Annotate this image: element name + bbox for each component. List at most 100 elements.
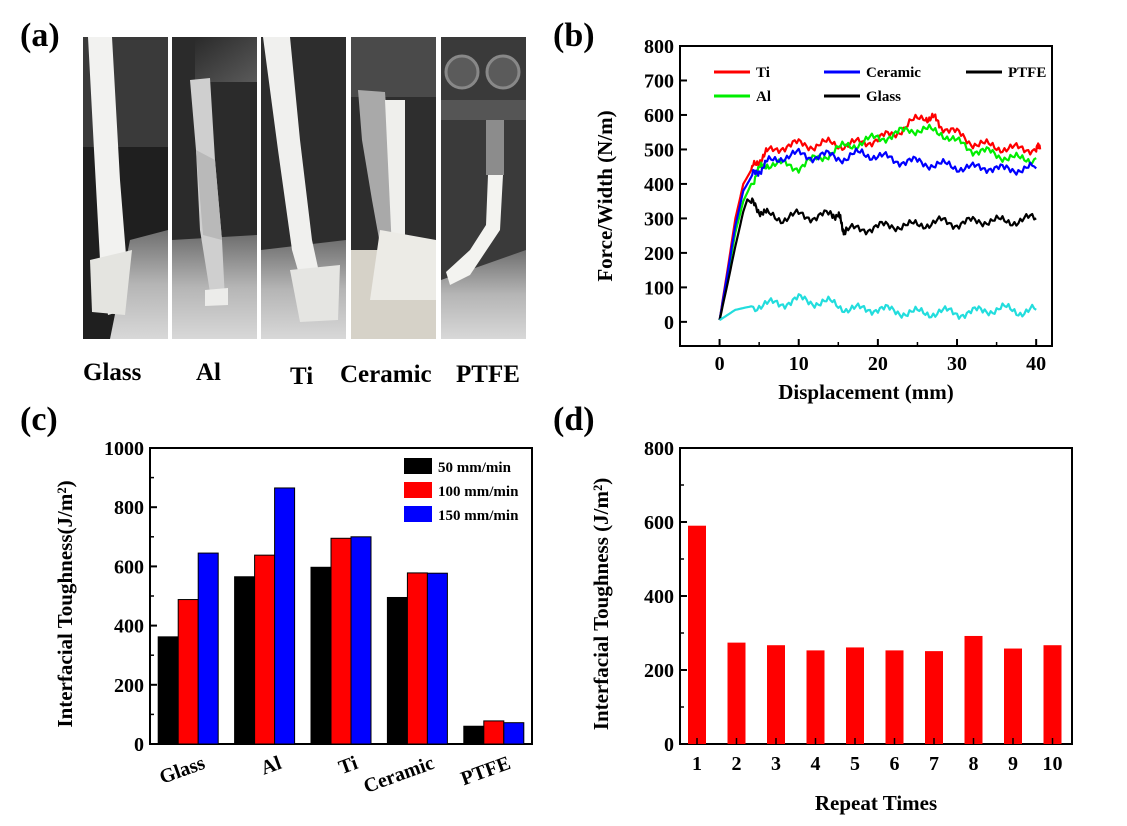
bar-repeat-8: [964, 635, 983, 744]
y-tick-label: 200: [114, 675, 144, 697]
x-tick-label: 6: [890, 753, 900, 775]
bar-ptfe-2: [503, 722, 525, 745]
y-tick-label: 300: [644, 208, 674, 230]
y-tick-label: 800: [114, 497, 144, 519]
bar-repeat-5: [846, 647, 864, 744]
photo-ceramic: [351, 37, 436, 339]
legend-label: 50 mm/min: [438, 460, 512, 476]
bar-glass-2: [197, 552, 219, 745]
caption-ceramic: Ceramic: [340, 361, 432, 388]
legend-swatch: [404, 506, 432, 522]
bar-glass-1: [177, 599, 199, 745]
legend-label: Ceramic: [866, 65, 921, 81]
bar-ti-2: [350, 536, 372, 745]
y-tick-label: 400: [114, 616, 144, 638]
photo-al: [172, 37, 257, 339]
toughness-repeat-chart: 1 2 3 4 5 6 7 8 9 10 0 200 400 600 800 Repeat Times Inte…: [589, 438, 1073, 815]
bar-repeat-10: [1043, 645, 1062, 744]
x-tick-label: 20: [868, 353, 888, 375]
y-tick-label: 0: [134, 734, 144, 756]
bar-repeat-9: [1004, 648, 1022, 744]
bar-ptfe-1: [483, 720, 505, 745]
bar-repeat-7: [925, 651, 943, 744]
y-tick-label: 600: [644, 105, 674, 127]
x-tick-label: Ti: [336, 752, 361, 779]
x-tick-label: 0: [715, 353, 725, 375]
bar-ti-0: [310, 566, 332, 745]
x-axis-label: Displacement (mm): [778, 380, 954, 404]
legend-label: 150 mm/min: [438, 508, 519, 524]
x-tick-label: 9: [1008, 753, 1018, 775]
x-tick-label: 1: [692, 753, 702, 775]
caption-glass: Glass: [83, 359, 142, 386]
series-line-glass: [719, 293, 1037, 322]
photo-panel: Glass Al Ti Ceramic PTFE: [83, 37, 526, 390]
panel-label-c: (c): [20, 401, 58, 438]
y-tick-label: 400: [644, 586, 674, 608]
x-tick-label: 5: [850, 753, 860, 775]
y-tick-label: 500: [644, 139, 674, 161]
x-tick-label: Ceramic: [361, 752, 438, 798]
y-axis-label: Interfacial Toughness (J/m²): [589, 478, 613, 730]
toughness-by-substrate-chart: Glass Al Ti Ceramic PTFE 0 200 400 600 800 1000 Int…: [53, 438, 533, 798]
y-tick-label: 0: [664, 734, 674, 756]
x-tick-label: Glass: [157, 752, 209, 789]
bar-ti-1: [330, 537, 352, 745]
x-tick-label: 40: [1026, 353, 1046, 375]
bar-ceramic-0: [386, 596, 408, 745]
y-tick-label: 200: [644, 243, 674, 265]
x-tick-label: Al: [258, 752, 285, 780]
x-tick-label: 7: [929, 753, 939, 775]
y-axis-label: Interfacial Toughness(J/m²): [53, 480, 77, 727]
y-tick-label: 0: [664, 312, 674, 334]
bar-glass-0: [157, 636, 179, 745]
x-axis-label: Repeat Times: [815, 791, 937, 815]
legend-label: Glass: [866, 89, 901, 105]
x-tick-label: 30: [947, 353, 967, 375]
y-tick-label: 600: [114, 556, 144, 578]
y-tick-label: 800: [644, 36, 674, 58]
legend-label: Al: [756, 89, 771, 105]
photo-ptfe: [441, 37, 526, 339]
y-tick-label: 1000: [104, 438, 144, 460]
bar-repeat-3: [767, 645, 785, 744]
series-line-al: [718, 123, 1037, 321]
bar-al-1: [254, 554, 276, 745]
bar-repeat-2: [727, 642, 746, 744]
y-axis-label: Force/Width (N/m): [593, 110, 617, 281]
y-tick-label: 600: [644, 512, 674, 534]
force-displacement-chart: 0 10 20 30 400100200300400500600700800Displa…: [593, 36, 1053, 404]
legend-swatch: [404, 458, 432, 474]
caption-al: Al: [196, 359, 221, 386]
y-tick-label: 100: [644, 277, 674, 299]
legend-label: Ti: [756, 65, 770, 81]
photo-ti: [261, 37, 346, 339]
y-tick-label: 200: [644, 660, 674, 682]
x-tick-label: 3: [771, 753, 781, 775]
bar-repeat-4: [806, 650, 825, 744]
bar-ceramic-1: [406, 572, 428, 745]
legend-swatch: [404, 482, 432, 498]
legend-label: PTFE: [1008, 65, 1046, 81]
x-tick-label: PTFE: [458, 752, 514, 790]
panel-label-d: (d): [553, 401, 595, 438]
bar-al-0: [234, 576, 256, 745]
bar-repeat-1: [688, 525, 706, 744]
series-line-ptfe: [718, 197, 1037, 321]
bar-ceramic-2: [426, 572, 448, 745]
y-tick-label: 700: [644, 70, 674, 92]
y-tick-label: 800: [644, 438, 674, 460]
bar-repeat-6: [885, 650, 904, 744]
x-tick-label: 8: [969, 753, 979, 775]
x-tick-label: 4: [811, 753, 821, 775]
plot-frame: [679, 45, 1053, 347]
series-line-ceramic: [718, 147, 1037, 321]
x-tick-label: 10: [789, 353, 809, 375]
x-tick-label: 10: [1043, 753, 1063, 775]
caption-ptfe: PTFE: [456, 361, 520, 388]
panel-label-a: (a): [20, 17, 60, 54]
bar-al-2: [274, 487, 296, 745]
bar-ptfe-0: [463, 725, 485, 745]
caption-ti: Ti: [290, 363, 313, 390]
